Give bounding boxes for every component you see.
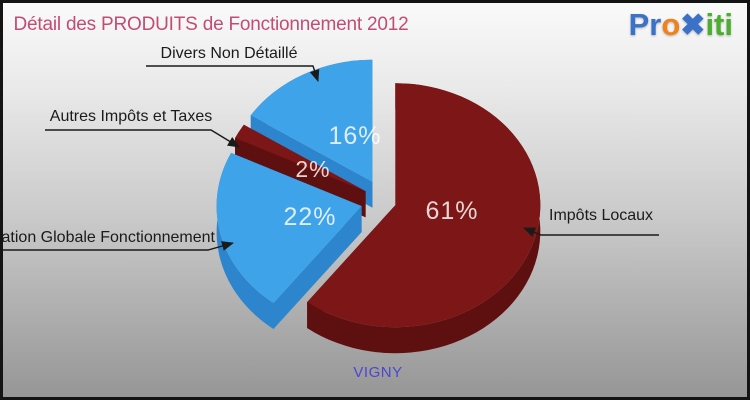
pie-slice-rim [216,152,274,329]
logo-text-green: iti [705,7,733,42]
logo-text-blue: Pr [628,7,662,42]
pie-slice-rim [235,124,244,164]
label-dotation-globale-fonctionnement: Dotation Globale Fonctionnement [0,229,215,246]
callout-line-divers [146,65,320,82]
callout-line-impots [523,227,659,237]
label-autres-impots-taxes: Autres Impôts et Taxes [49,108,213,125]
pct-label-impots-locaux: 61% [425,197,479,225]
commune-name: VIGNY [353,364,403,381]
pct-label-dotation-globale: 22% [283,203,337,231]
proxiti-logo[interactable]: Pro✖iti [629,7,733,43]
logo-text-orange: o [661,7,681,42]
label-impots-locaux: Impôts Locaux [549,207,654,224]
chart-title: Détail des PRODUITS de Fonctionnement 20… [13,14,409,35]
callout-line-autres [45,129,240,148]
label-divers-non-detaille: Divers Non Détaillé [160,45,298,62]
callout-lines [3,65,659,251]
pct-label-divers: 16% [328,122,382,150]
pie-chart [216,59,541,354]
logo-x-icon: ✖ [680,9,706,42]
pct-label-autres-impots: 2% [295,156,331,182]
